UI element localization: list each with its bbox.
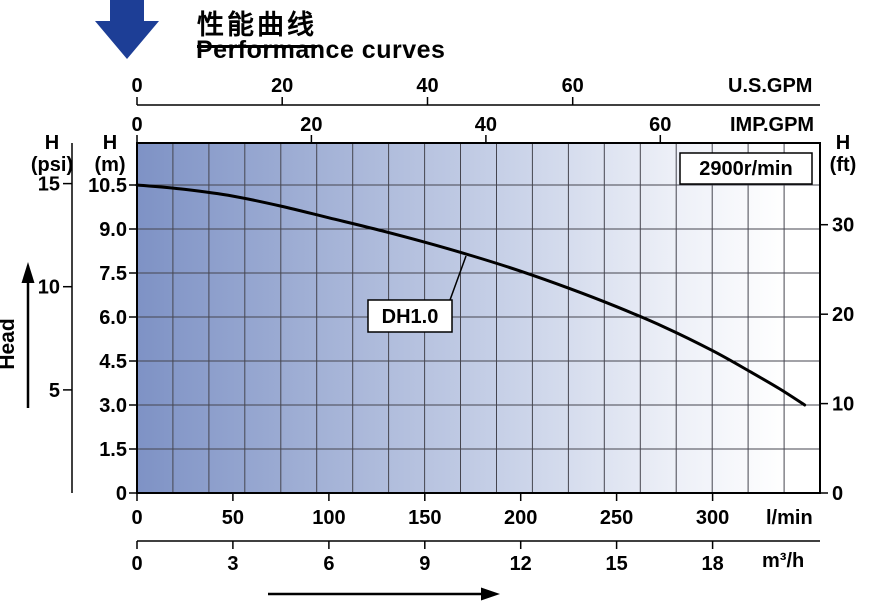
curve-label-box	[367, 299, 453, 333]
imp-gpm-tick-label: 20	[300, 114, 322, 136]
imp-gpm-tick-label: 60	[649, 114, 671, 136]
m-tick-label: 4.5	[99, 351, 127, 373]
psi-tick-label: 5	[49, 380, 60, 402]
down-arrow-svg	[95, 0, 159, 59]
lmin-tick-label: 200	[504, 507, 537, 529]
head-axis-arrowhead	[21, 262, 35, 283]
imp-gpm-tick-label: 0	[131, 114, 142, 136]
psi-axis-name: H	[45, 132, 59, 154]
ft-tick-label: 20	[832, 304, 854, 326]
m3h-tick-label: 18	[701, 553, 723, 575]
m-tick-label: 3.0	[99, 395, 127, 417]
down-arrow-shape	[95, 0, 159, 59]
head-axis-label: Head	[0, 318, 19, 369]
m3h-tick-label: 3	[227, 553, 238, 575]
ft-axis-unit: (ft)	[830, 154, 857, 176]
psi-tick-label: 15	[38, 174, 60, 196]
m3h-tick-label: 12	[510, 553, 532, 575]
page-title-chinese: 性能曲线	[197, 3, 317, 48]
plot-border	[136, 142, 821, 494]
m-tick-label: 0	[116, 483, 127, 505]
us-gpm-tick-label: 20	[271, 75, 293, 97]
psi-tick-label: 10	[38, 277, 60, 299]
plot-area	[137, 143, 820, 493]
ft-tick-label: 10	[832, 394, 854, 416]
lmin-tick-label: 150	[408, 507, 441, 529]
lmin-axis-unit: l/min	[766, 507, 813, 529]
m3h-tick-label: 0	[131, 553, 142, 575]
us-gpm-tick-label: 60	[562, 75, 584, 97]
m3h-axis-unit: m³/h	[762, 550, 804, 572]
m-axis-name: H	[103, 132, 117, 154]
m-axis-unit: (m)	[94, 154, 125, 176]
psi-axis-unit: (psi)	[31, 154, 73, 176]
imp-gpm-tick-label: 40	[475, 114, 497, 136]
m-tick-label: 1.5	[99, 439, 127, 461]
speed-badge-label: 2900r/min	[699, 158, 792, 180]
lmin-tick-label: 250	[600, 507, 633, 529]
m-tick-label: 6.0	[99, 307, 127, 329]
us-gpm-axis-unit: U.S.GPM	[728, 75, 812, 97]
imp-gpm-axis-unit: IMP.GPM	[730, 114, 814, 136]
m-tick-label: 9.0	[99, 219, 127, 241]
flow-arrowhead	[481, 587, 500, 601]
lmin-tick-label: 100	[312, 507, 345, 529]
ft-axis-name: H	[836, 132, 850, 154]
m3h-tick-label: 9	[419, 553, 430, 575]
m3h-tick-label: 15	[605, 553, 627, 575]
lmin-tick-label: 0	[131, 507, 142, 529]
ft-tick-label: 0	[832, 483, 843, 505]
page-title-english: Performance curves	[196, 36, 446, 64]
us-gpm-tick-label: 40	[416, 75, 438, 97]
down-arrow-icon	[93, 0, 161, 65]
lmin-tick-label: 50	[222, 507, 244, 529]
speed-badge-box	[679, 152, 813, 185]
curve-label: DH1.0	[382, 306, 439, 328]
m-tick-label: 10.5	[88, 175, 127, 197]
ft-tick-label: 30	[832, 215, 854, 237]
m3h-tick-label: 6	[323, 553, 334, 575]
us-gpm-tick-label: 0	[131, 75, 142, 97]
m-tick-label: 7.5	[99, 263, 127, 285]
curve-label-connector	[449, 255, 467, 301]
pump-curve	[135, 183, 807, 407]
lmin-tick-label: 300	[696, 507, 729, 529]
